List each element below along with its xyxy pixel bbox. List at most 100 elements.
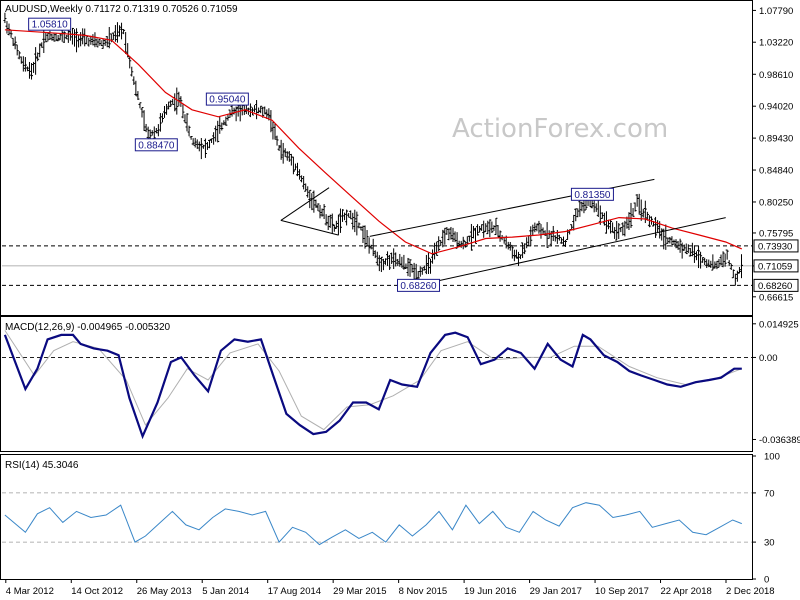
price-pane-title: AUDUSD,Weekly 0.71172 0.71319 0.70526 0.… bbox=[5, 4, 238, 15]
ohlc-bar bbox=[533, 222, 537, 233]
ohlc-bar bbox=[420, 267, 424, 275]
ohlc-bar bbox=[148, 129, 152, 139]
ohlc-bar bbox=[334, 220, 338, 229]
ohlc-bar bbox=[431, 249, 435, 264]
x-axis-tick-label: 10 Sep 2017 bbox=[595, 586, 649, 597]
ohlc-bar bbox=[277, 145, 281, 152]
ohlc-bar bbox=[623, 220, 627, 237]
ohlc-bar bbox=[469, 223, 473, 251]
ohlc-bar bbox=[158, 113, 162, 132]
ohlc-bar bbox=[230, 105, 234, 117]
ohlc-bar bbox=[179, 96, 183, 107]
ohlc-bar bbox=[189, 136, 193, 140]
ohlc-bar bbox=[512, 249, 516, 262]
ohlc-bar bbox=[345, 209, 349, 226]
ohlc-bar bbox=[465, 236, 469, 245]
ohlc-bar bbox=[97, 38, 101, 46]
ohlc-bar bbox=[308, 189, 312, 209]
price-axis-tick-label: 0.94020 bbox=[759, 102, 793, 113]
ohlc-bar bbox=[719, 254, 723, 266]
ohlc-bar bbox=[197, 141, 201, 152]
ohlc-bar bbox=[87, 37, 91, 47]
x-axis-tick-label: 29 Mar 2015 bbox=[333, 586, 386, 597]
macd-signal-line bbox=[4, 330, 742, 431]
ohlc-bar bbox=[439, 239, 443, 247]
x-axis-tick-label: 4 Mar 2012 bbox=[6, 586, 54, 597]
ohlc-bar bbox=[302, 175, 306, 190]
ohlc-bar bbox=[363, 225, 367, 249]
ohlc-bar bbox=[111, 32, 115, 41]
ohlc-bar bbox=[435, 241, 439, 256]
ohlc-bar bbox=[422, 265, 426, 271]
ohlc-bar bbox=[476, 224, 480, 236]
ohlc-bar bbox=[103, 38, 107, 46]
ohlc-bar bbox=[488, 219, 492, 238]
price-level-box bbox=[753, 278, 799, 292]
price-annotation-label: 0.81350 bbox=[574, 190, 611, 201]
ohlc-bar bbox=[711, 254, 715, 271]
ohlc-bar bbox=[392, 248, 396, 270]
ohlc-bar bbox=[134, 80, 138, 97]
ohlc-bar bbox=[621, 222, 625, 236]
ohlc-bar bbox=[731, 269, 735, 279]
rsi-pane-frame bbox=[0, 454, 753, 580]
ohlc-bar bbox=[637, 193, 641, 215]
ohlc-bar bbox=[506, 241, 510, 250]
ohlc-bar bbox=[136, 91, 140, 100]
watermark-text: ActionForex.com bbox=[452, 114, 668, 144]
ohlc-bar bbox=[263, 106, 267, 115]
ohlc-bar bbox=[404, 263, 408, 269]
ohlc-bar bbox=[672, 239, 676, 245]
x-axis-tick-label: 14 Oct 2012 bbox=[71, 586, 123, 597]
ohlc-bar bbox=[400, 256, 404, 268]
ohlc-bar bbox=[390, 252, 394, 264]
ohlc-bar bbox=[709, 260, 713, 268]
ohlc-bar bbox=[615, 220, 619, 241]
rsi-axis-tick-label: 70 bbox=[764, 488, 775, 499]
ohlc-bar bbox=[443, 227, 447, 245]
ohlc-bar bbox=[451, 227, 455, 243]
ohlc-bar bbox=[218, 116, 222, 134]
ohlc-bar bbox=[437, 236, 441, 252]
ohlc-bar bbox=[471, 225, 475, 239]
ohlc-bar bbox=[79, 32, 83, 47]
ohlc-bar bbox=[193, 137, 197, 148]
trendline-1 bbox=[418, 217, 726, 286]
ohlc-bar bbox=[561, 236, 565, 246]
ohlc-bar bbox=[453, 231, 457, 243]
ohlc-bar bbox=[715, 260, 719, 270]
ohlc-bar bbox=[93, 32, 97, 48]
ohlc-bar bbox=[40, 42, 44, 48]
price-level-label: 0.71059 bbox=[758, 261, 792, 272]
ohlc-bar bbox=[541, 227, 545, 235]
ohlc-bar bbox=[686, 244, 690, 254]
ohlc-bar bbox=[418, 266, 422, 277]
price-annotation-box bbox=[205, 92, 249, 106]
ohlc-bar bbox=[537, 220, 541, 234]
ohlc-bar bbox=[265, 109, 269, 120]
ohlc-bar bbox=[424, 254, 428, 275]
price-level-label: 0.73930 bbox=[758, 241, 792, 252]
ohlc-bar bbox=[259, 105, 263, 114]
ohlc-bar bbox=[381, 258, 385, 271]
ohlc-bar bbox=[118, 25, 122, 37]
ohlc-bar bbox=[191, 138, 195, 146]
ohlc-bar bbox=[674, 239, 678, 249]
ohlc-bar bbox=[167, 101, 171, 110]
ohlc-bar bbox=[343, 212, 347, 221]
rsi-axis-tick-label: 30 bbox=[764, 538, 775, 549]
ohlc-bar bbox=[349, 210, 353, 220]
ohlc-bar bbox=[725, 249, 729, 260]
ohlc-bar bbox=[52, 33, 56, 42]
ohlc-bar bbox=[9, 29, 13, 38]
ohlc-bar bbox=[701, 257, 705, 263]
x-axis-tick-label: 17 Aug 2014 bbox=[268, 586, 321, 597]
price-axis-tick-label: 0.66615 bbox=[759, 292, 793, 303]
ohlc-bar bbox=[408, 259, 412, 277]
ohlc-bar bbox=[402, 254, 406, 270]
ohlc-bar bbox=[70, 27, 74, 45]
price-level-label: 0.68260 bbox=[758, 281, 792, 292]
ohlc-bar bbox=[654, 216, 658, 238]
ohlc-bar bbox=[3, 12, 7, 24]
ohlc-bar bbox=[257, 107, 261, 114]
